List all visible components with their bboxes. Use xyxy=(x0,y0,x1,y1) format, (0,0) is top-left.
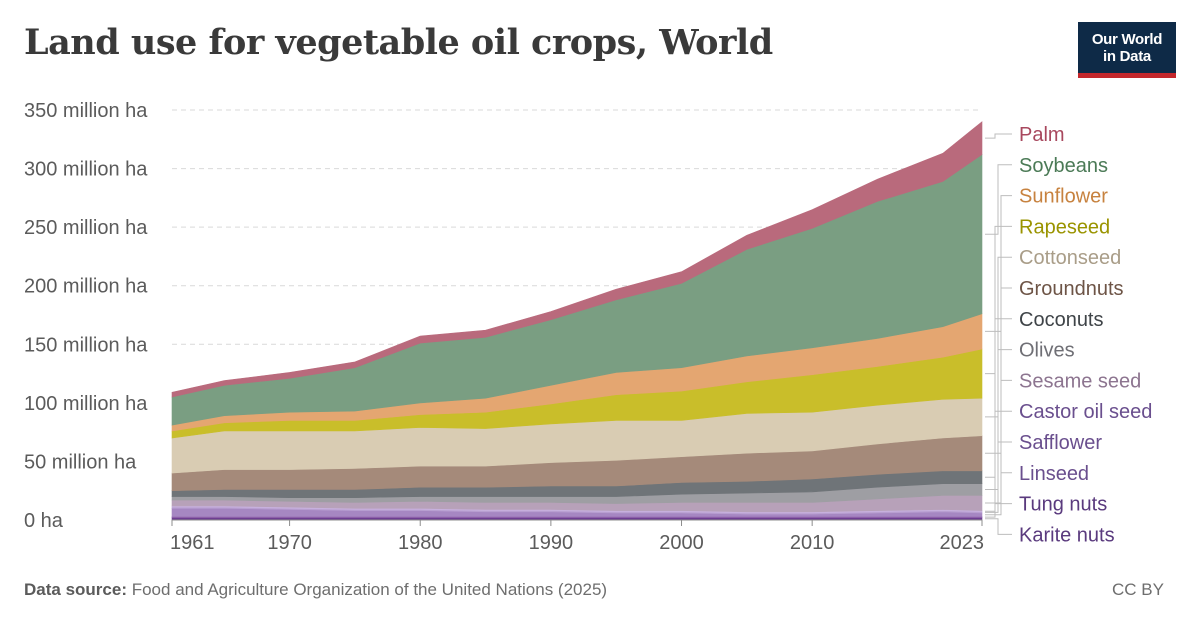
legend-connector xyxy=(985,225,1012,375)
legend-label-soybeans[interactable]: Soybeans xyxy=(1019,155,1108,177)
y-tick-label: 300 million ha xyxy=(24,159,148,181)
legend-connector xyxy=(985,518,1012,535)
legend-connector xyxy=(985,256,1012,418)
legend-label-palm[interactable]: Palm xyxy=(1019,124,1065,146)
y-tick-label: 350 million ha xyxy=(24,100,148,122)
legend-label-castor-oil-seed[interactable]: Castor oil seed xyxy=(1019,401,1152,423)
y-tick-label: 100 million ha xyxy=(24,393,148,415)
stacked-area-chart: 0 ha 50 million ha 100 million ha 150 milli… xyxy=(24,100,1152,554)
x-tick-label: 1990 xyxy=(529,532,574,554)
y-tick-label: 50 million ha xyxy=(24,451,137,473)
y-tick-label: 250 million ha xyxy=(24,217,148,239)
legend-label-olives[interactable]: Olives xyxy=(1019,340,1075,362)
legend-label-tung-nuts[interactable]: Tung nuts xyxy=(1019,494,1107,516)
data-source-note: Data source: Food and Agriculture Organi… xyxy=(24,580,607,600)
legend: Palm Soybeans Sunflower Rapeseed Cottonseed G… xyxy=(985,124,1152,546)
data-source-text: Food and Agriculture Organization of the… xyxy=(131,580,608,599)
legend-label-cottonseed[interactable]: Cottonseed xyxy=(1019,247,1121,269)
legend-connector xyxy=(985,133,1012,139)
legend-connector xyxy=(985,164,1012,235)
legend-label-linseed[interactable]: Linseed xyxy=(1019,463,1089,485)
data-source-label: Data source: xyxy=(24,580,127,599)
our-world-in-data-logo[interactable]: Our World in Data xyxy=(1078,22,1176,78)
x-tick-label: 1961 xyxy=(170,532,215,554)
legend-connector xyxy=(985,349,1012,490)
legend-label-karite-nuts[interactable]: Karite nuts xyxy=(1019,524,1115,546)
legend-connector xyxy=(985,318,1012,478)
legend-connector xyxy=(985,503,1012,518)
x-tick-label: 2000 xyxy=(659,532,704,554)
x-tick-label: 1970 xyxy=(267,532,312,554)
legend-connector xyxy=(985,441,1012,513)
x-tick-label: 2023 xyxy=(940,532,985,554)
x-tick-label: 1980 xyxy=(398,532,443,554)
x-tick-label: 2010 xyxy=(790,532,835,554)
y-tick-label: 200 million ha xyxy=(24,276,148,298)
legend-label-safflower[interactable]: Safflower xyxy=(1019,432,1102,454)
area-palm[interactable] xyxy=(171,121,983,398)
area-series-group xyxy=(171,121,983,521)
legend-connector xyxy=(985,287,1012,454)
legend-label-sunflower[interactable]: Sunflower xyxy=(1019,186,1108,208)
legend-label-rapeseed[interactable]: Rapeseed xyxy=(1019,216,1110,238)
axes: 0 ha 50 million ha 100 million ha 150 milli… xyxy=(24,100,984,554)
legend-connector xyxy=(985,410,1012,512)
logo-line-2: in Data xyxy=(1103,47,1151,65)
legend-label-sesame-seed[interactable]: Sesame seed xyxy=(1019,370,1141,392)
chart-title: Land use for vegetable oil crops, World xyxy=(24,22,773,63)
y-tick-label: 150 million ha xyxy=(24,334,148,356)
y-tick-label: 0 ha xyxy=(24,510,64,532)
legend-connector xyxy=(985,195,1012,332)
legend-label-groundnuts[interactable]: Groundnuts xyxy=(1019,278,1124,300)
logo-line-1: Our World xyxy=(1091,30,1163,48)
legend-label-coconuts[interactable]: Coconuts xyxy=(1019,309,1104,331)
license-link[interactable]: CC BY xyxy=(1112,580,1164,599)
legend-connector xyxy=(985,472,1012,516)
